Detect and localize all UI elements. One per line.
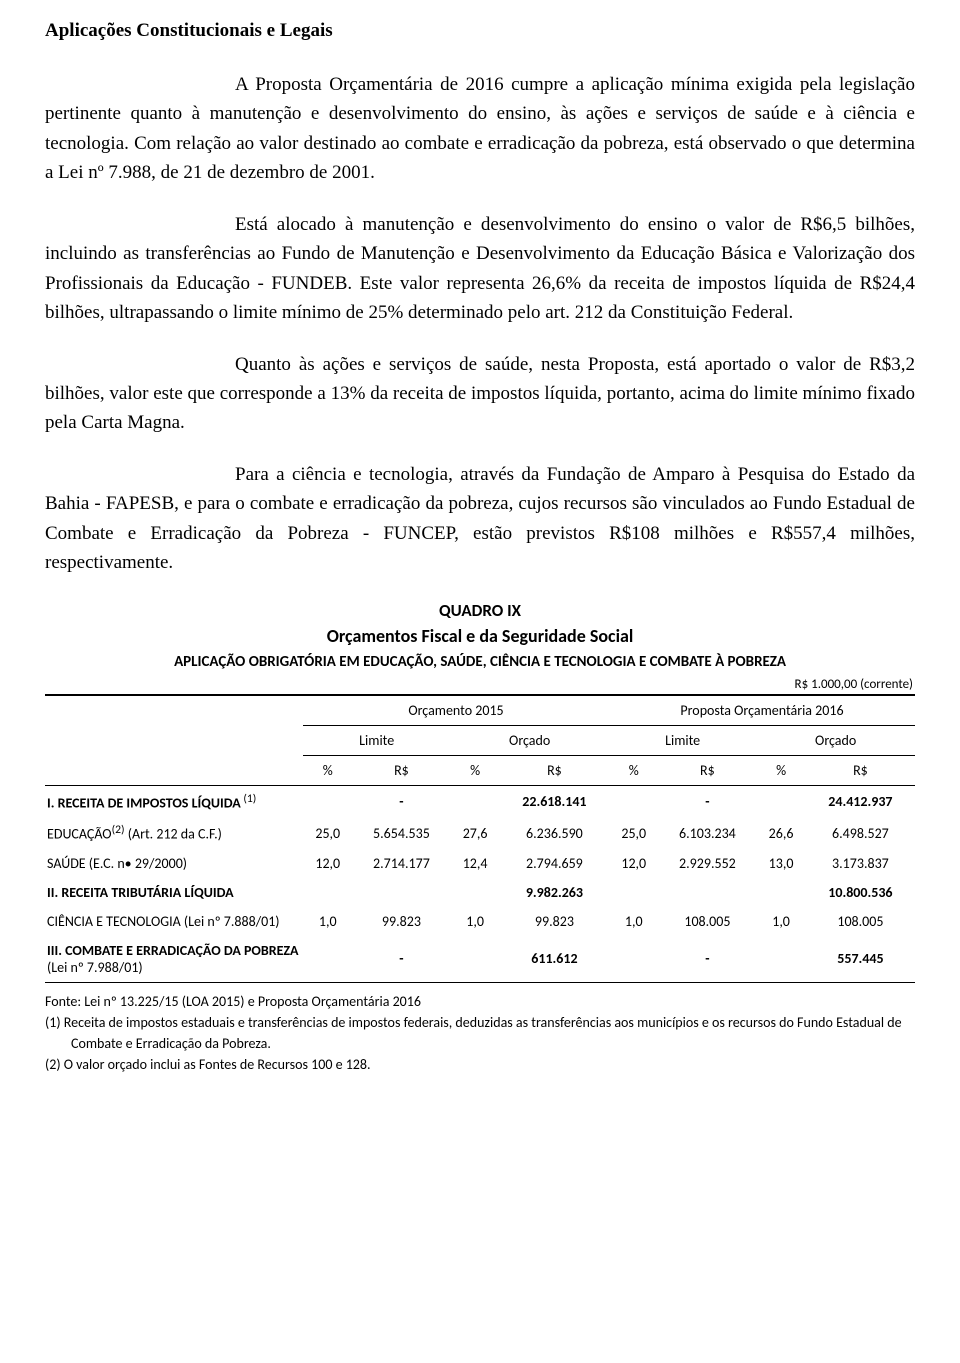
sub-orcado-2016: Orçado — [756, 725, 915, 755]
table-cell: 12,0 — [609, 849, 659, 878]
col-pct-1: % — [303, 755, 353, 785]
table-cell: 557.445 — [806, 936, 915, 983]
table-cell: 99.823 — [500, 907, 609, 936]
row-label: EDUCAÇÃO(2) (Art. 212 da C.F.) — [45, 817, 303, 849]
table-cell — [450, 878, 500, 907]
table-subtitle: APLICAÇÃO OBRIGATÓRIA EM EDUCAÇÃO, SAÚDE… — [45, 653, 915, 671]
table-cell: 9.982.263 — [500, 878, 609, 907]
table-cell: 1,0 — [756, 907, 806, 936]
table-cell: 1,0 — [450, 907, 500, 936]
table-cell: 26,6 — [756, 817, 806, 849]
table-cell — [450, 936, 500, 983]
table-cell: 2.794.659 — [500, 849, 609, 878]
document-page: Aplicações Constitucionais e Legais A Pr… — [0, 0, 960, 1105]
table-cell: - — [659, 785, 757, 817]
paragraph-1: A Proposta Orçamentária de 2016 cumpre a… — [45, 70, 915, 188]
table-cell — [756, 878, 806, 907]
table-cell: 2.714.177 — [353, 849, 451, 878]
table-cell: 611.612 — [500, 936, 609, 983]
col-rs-3: R$ — [659, 755, 757, 785]
table-cell: - — [353, 936, 451, 983]
table-cell: 25,0 — [303, 817, 353, 849]
footnote-source: Fonte: Lei nº 13.225/15 (LOA 2015) e Pro… — [45, 991, 915, 1012]
footnote-1: (1) Receita de impostos estaduais e tran… — [45, 1012, 915, 1054]
col-pct-2: % — [450, 755, 500, 785]
col-group-2015: Orçamento 2015 — [303, 695, 609, 726]
table-cell — [303, 936, 353, 983]
table-cell: 6.236.590 — [500, 817, 609, 849]
table-block: QUADRO IX Orçamentos Fiscal e da Segurid… — [45, 600, 915, 1075]
table-cell — [303, 785, 353, 817]
paragraph-3: Quanto às ações e serviços de saúde, nes… — [45, 350, 915, 438]
table-cell: 10.800.536 — [806, 878, 915, 907]
table-cell — [353, 878, 451, 907]
header-spacer — [45, 695, 303, 786]
table-cell: 25,0 — [609, 817, 659, 849]
table-cell — [659, 878, 757, 907]
table-cell — [756, 936, 806, 983]
table-cell — [450, 785, 500, 817]
sub-orcado-2015: Orçado — [450, 725, 609, 755]
table-body: I. RECEITA DE IMPOSTOS LÍQUIDA (1) - 22.61… — [45, 785, 915, 982]
table-cell: 1,0 — [303, 907, 353, 936]
table-cell: 27,6 — [450, 817, 500, 849]
table-row: CIÊNCIA E TECNOLOGIA (Lei nº 7.888/01)1,… — [45, 907, 915, 936]
table-cell: - — [353, 785, 451, 817]
paragraph-2: Está alocado à manutenção e desenvolvime… — [45, 210, 915, 328]
table-cell: 13,0 — [756, 849, 806, 878]
col-pct-4: % — [756, 755, 806, 785]
table-cell: 6.498.527 — [806, 817, 915, 849]
row-label: SAÚDE (E.C. n• 29/2000) — [45, 849, 303, 878]
table-cell: 5.654.535 — [353, 817, 451, 849]
table-row: III. COMBATE E ERRADICAÇÃO DA POBREZA (L… — [45, 936, 915, 983]
col-rs-1: R$ — [353, 755, 451, 785]
table-cell: 3.173.837 — [806, 849, 915, 878]
table-cell: 108.005 — [806, 907, 915, 936]
table-cell: 2.929.552 — [659, 849, 757, 878]
table-head: Orçamento 2015 Proposta Orçamentária 201… — [45, 695, 915, 786]
table-row: II. RECEITA TRIBUTÁRIA LÍQUIDA 9.982.263 1… — [45, 878, 915, 907]
footnote-2: (2) O valor orçado inclui as Fontes de R… — [45, 1054, 915, 1075]
table-cell — [609, 936, 659, 983]
table-row: I. RECEITA DE IMPOSTOS LÍQUIDA (1) - 22.61… — [45, 785, 915, 817]
row-label: CIÊNCIA E TECNOLOGIA (Lei nº 7.888/01) — [45, 907, 303, 936]
data-table: Orçamento 2015 Proposta Orçamentária 201… — [45, 694, 915, 983]
table-unit: R$ 1.000,00 (corrente) — [45, 677, 915, 692]
row-label: III. COMBATE E ERRADICAÇÃO DA POBREZA (L… — [45, 936, 303, 983]
col-rs-2: R$ — [500, 755, 609, 785]
table-cell — [303, 878, 353, 907]
col-pct-3: % — [609, 755, 659, 785]
row-label: I. RECEITA DE IMPOSTOS LÍQUIDA (1) — [45, 785, 303, 817]
table-cell: 22.618.141 — [500, 785, 609, 817]
paragraph-4: Para a ciência e tecnologia, através da … — [45, 460, 915, 578]
col-rs-4: R$ — [806, 755, 915, 785]
table-cell — [756, 785, 806, 817]
table-cell: - — [659, 936, 757, 983]
table-cell — [609, 785, 659, 817]
table-cell: 12,4 — [450, 849, 500, 878]
table-row: EDUCAÇÃO(2) (Art. 212 da C.F.)25,05.654.… — [45, 817, 915, 849]
table-cell: 99.823 — [353, 907, 451, 936]
table-cell: 12,0 — [303, 849, 353, 878]
sub-limite-2015: Limite — [303, 725, 450, 755]
table-title-2: Orçamentos Fiscal e da Seguridade Social — [45, 625, 915, 647]
row-label: II. RECEITA TRIBUTÁRIA LÍQUIDA — [45, 878, 303, 907]
section-heading: Aplicações Constitucionais e Legais — [45, 20, 915, 42]
table-cell: 108.005 — [659, 907, 757, 936]
table-cell: 24.412.937 — [806, 785, 915, 817]
table-title-1: QUADRO IX — [45, 600, 915, 621]
sub-limite-2016: Limite — [609, 725, 756, 755]
header-row-groups: Orçamento 2015 Proposta Orçamentária 201… — [45, 695, 915, 726]
table-cell: 6.103.234 — [659, 817, 757, 849]
table-row: SAÚDE (E.C. n• 29/2000)12,02.714.17712,4… — [45, 849, 915, 878]
table-cell: 1,0 — [609, 907, 659, 936]
col-group-2016: Proposta Orçamentária 2016 — [609, 695, 915, 726]
footnotes: Fonte: Lei nº 13.225/15 (LOA 2015) e Pro… — [45, 991, 915, 1075]
table-cell — [609, 878, 659, 907]
